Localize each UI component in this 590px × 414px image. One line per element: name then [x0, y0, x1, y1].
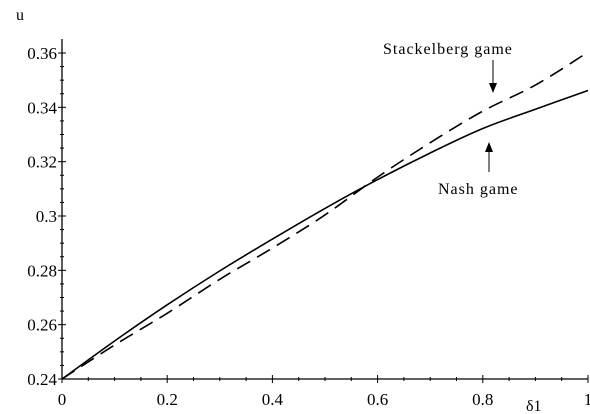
x-axis-label: δ1 [526, 398, 542, 414]
annotation-nash-label: Nash game [438, 181, 519, 198]
y-tick-label: 0.26 [27, 316, 57, 335]
x-tick-label: 0.2 [157, 390, 178, 409]
y-tick-label: 0.3 [36, 207, 57, 226]
nash-game-line [61, 89, 589, 380]
y-axis-label: u [16, 7, 24, 24]
annotation-nash-arrow-head [485, 142, 493, 152]
x-tick-label: 0.6 [367, 390, 388, 409]
x-tick-label: 0 [58, 390, 67, 409]
y-tick-label: 0.32 [27, 153, 57, 172]
series-lines [61, 51, 589, 380]
y-tick-label: 0.34 [27, 98, 57, 117]
annotation-stackelberg-label: Stackelberg game [383, 41, 513, 58]
x-tick-label: 0.8 [472, 390, 493, 409]
y-tick-label: 0.36 [27, 44, 57, 63]
x-tick-label: 1 [584, 390, 590, 409]
annotation-nash: Nash game [438, 142, 519, 198]
y-tick-label: 0.28 [27, 261, 57, 280]
ticks: 0.24 0.26 0.28 0.3 0.32 0.34 0.36 0 0.2 0.4 0.6 0.8… [27, 44, 590, 409]
annotation-stackelberg: Stackelberg game [383, 41, 513, 93]
annotation-stackelberg-arrow-head [489, 83, 497, 93]
stackelberg-game-line [61, 51, 589, 380]
y-tick-label: 0.24 [27, 370, 57, 389]
x-tick-label: 0.4 [262, 390, 284, 409]
